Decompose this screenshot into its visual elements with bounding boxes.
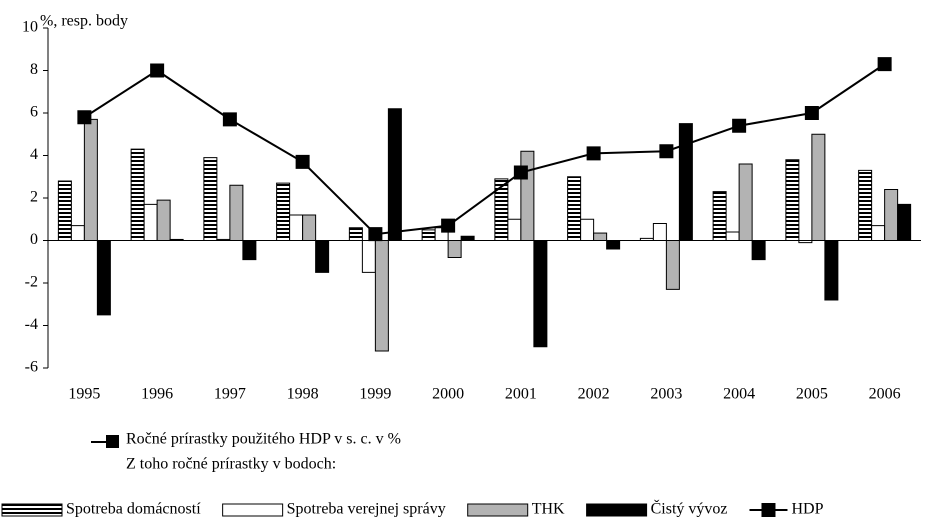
x-tick-label: 1998: [287, 386, 319, 403]
bar: [361, 240, 376, 273]
x-tick-label: 1995: [68, 386, 100, 403]
marker: [222, 112, 237, 127]
marker: [659, 144, 674, 159]
x-tick-label: 2003: [650, 386, 682, 403]
bar: [751, 240, 766, 261]
bar: [374, 240, 389, 352]
x-tick-label: 2005: [796, 386, 828, 403]
bar: [785, 159, 800, 241]
marker: [877, 57, 892, 72]
legend-marker: [761, 503, 776, 517]
bar: [447, 240, 462, 258]
legend-swatch: [222, 503, 284, 517]
note-marker: [106, 435, 119, 448]
bar: [712, 191, 727, 241]
y-tick-label: -4: [25, 316, 38, 333]
y-tick-label: 0: [30, 231, 38, 248]
legend-label: Čistý vývoz: [651, 499, 728, 518]
bar: [871, 225, 886, 241]
marker: [804, 106, 819, 120]
bar: [593, 232, 608, 241]
bar: [143, 203, 158, 241]
x-tick-label: 1999: [359, 386, 391, 403]
marker: [295, 154, 310, 169]
legend-swatch: [1, 503, 63, 517]
bar: [57, 180, 72, 241]
bar: [678, 123, 693, 241]
marker: [441, 218, 456, 233]
legend-swatch: [586, 503, 648, 517]
bar: [725, 231, 740, 241]
bar: [242, 240, 257, 261]
bar: [83, 118, 98, 241]
note: Z toho ročné prírastky v bodoch:: [126, 456, 336, 473]
marker: [150, 63, 165, 78]
line: [83, 63, 886, 236]
note: Ročné prírastky použitého HDP v s. c. v …: [126, 431, 401, 448]
bar: [811, 133, 826, 241]
x-tick-label: 2004: [723, 386, 755, 403]
y-tick-label: 2: [30, 189, 38, 206]
y-tick-label: -2: [25, 274, 38, 291]
bar: [229, 184, 244, 241]
y-tick-label: 6: [30, 104, 38, 121]
y-tick-label: -6: [25, 359, 38, 376]
y-tick-label: 8: [30, 61, 38, 78]
bar: [897, 203, 912, 241]
bar: [96, 240, 111, 316]
y-tick-label: 4: [30, 146, 38, 163]
bar: [70, 225, 85, 241]
x-tick-label: 1997: [214, 386, 246, 403]
legend-label: HDP: [791, 501, 823, 518]
bar: [130, 148, 145, 241]
bar: [276, 182, 291, 241]
bar: [567, 176, 582, 241]
bar: [507, 218, 522, 241]
marker: [513, 165, 528, 180]
x-tick-label: 2002: [578, 386, 610, 403]
marker: [732, 118, 747, 133]
bar: [824, 240, 839, 301]
marker: [77, 110, 92, 125]
y-tick-label: 10: [22, 19, 38, 36]
bar: [884, 189, 899, 241]
legend-label: Spotreba verejnej správy: [287, 501, 446, 518]
bar: [289, 214, 304, 241]
bar: [580, 218, 595, 241]
bar: [460, 235, 475, 241]
legend-swatch: [467, 503, 529, 517]
bar: [315, 240, 330, 273]
legend-label: THK: [532, 501, 565, 518]
x-tick-label: 2001: [505, 386, 537, 403]
bar: [421, 229, 436, 241]
marker: [586, 146, 601, 161]
bar: [738, 163, 753, 241]
bar: [203, 157, 218, 241]
bar: [302, 214, 317, 241]
bar: [520, 150, 535, 241]
bar: [348, 227, 363, 241]
bar: [533, 240, 548, 348]
legend-label: Spotreba domácností: [66, 501, 201, 518]
bar: [494, 178, 509, 241]
x-tick-label: 2000: [432, 386, 464, 403]
bar: [858, 169, 873, 241]
x-tick-label: 1996: [141, 386, 173, 403]
bar: [606, 240, 621, 250]
marker: [368, 227, 383, 242]
bar: [665, 240, 680, 290]
bar: [387, 108, 402, 241]
bar: [652, 223, 667, 241]
x-tick-label: 2006: [869, 386, 901, 403]
axis-label: %, resp. body: [40, 13, 128, 30]
bar: [156, 199, 171, 241]
